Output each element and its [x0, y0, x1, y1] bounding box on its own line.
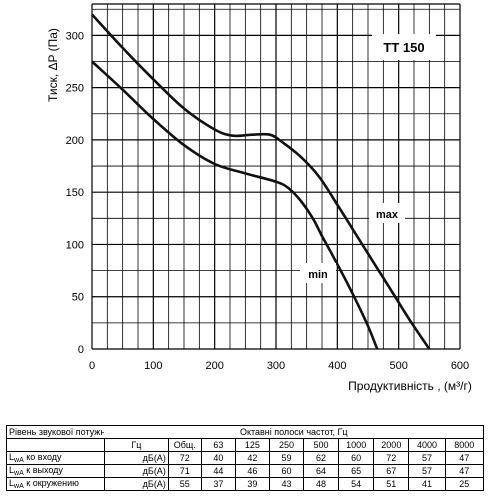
freq-unit: Гц	[103, 438, 169, 452]
freq-header: 63	[200, 438, 236, 452]
value-cell: 60	[338, 451, 375, 465]
octave-bands-title: Октавні полоси частот, Гц	[239, 426, 348, 437]
value-cell: 72	[167, 451, 202, 465]
y-tick-label: 0	[78, 344, 84, 356]
table-row: LwA ко входу дБ(А) 72 40 42 59 62 60 72 57 47	[6, 451, 485, 465]
table-row-label: Рівень звукової потужності	[6, 425, 105, 439]
table-row: LwA к окружению дБ(А) 55 37 39 43 48 54 51 41 25	[6, 477, 485, 491]
sound-power-table: Рівень звукової потужності Октавні полос…	[6, 425, 485, 491]
row-label: LwA к окружению	[6, 477, 105, 491]
value-cell: 46	[234, 464, 270, 478]
table-header-row-2: Гц Общ. 63 125 250 500 1000 2000 4000 8000	[6, 438, 485, 452]
y-tick-label: 200	[66, 135, 84, 147]
value-cell: 48	[302, 477, 340, 491]
fan-performance-chart: 0 50 100 150 200 250 300 0 100 200 300 400 500 600 T…	[46, 3, 472, 393]
x-tick-label: 500	[389, 360, 407, 372]
value-cell: 43	[268, 477, 305, 491]
x-axis-ticks: 0 100 200 300 400 500 600	[89, 360, 469, 372]
row-label: LwA к выходу	[6, 464, 105, 478]
value-cell: 44	[200, 464, 236, 478]
y-axis-label: Тиск, ΔP (Па)	[46, 28, 60, 102]
curves	[91, 13, 431, 350]
value-cell: 71	[167, 464, 202, 478]
unit-cell: дБ(А)	[103, 451, 169, 465]
x-tick-label: 400	[328, 360, 346, 372]
series-line-min	[91, 60, 379, 350]
x-tick-label: 300	[267, 360, 285, 372]
value-cell: 39	[234, 477, 270, 491]
table-row: LwA к выходу дБ(А) 71 44 46 60 64 65 67 57 47	[6, 464, 485, 478]
value-cell: 54	[338, 477, 375, 491]
x-axis-label: Продуктивність , (м³/г)	[348, 379, 472, 393]
x-tick-label: 200	[205, 360, 223, 372]
x-tick-label: 100	[144, 360, 162, 372]
value-cell: 40	[200, 451, 236, 465]
y-tick-label: 250	[66, 83, 84, 95]
max-curve-label: max	[376, 209, 399, 221]
freq-header: 500	[302, 438, 340, 452]
unit-cell: дБ(А)	[103, 464, 169, 478]
x-tick-label: 0	[89, 360, 95, 372]
empty-cell	[6, 438, 105, 452]
value-cell: 37	[200, 477, 236, 491]
value-cell: 60	[268, 464, 305, 478]
value-cell: 51	[373, 477, 410, 491]
freq-header: 250	[268, 438, 305, 452]
value-cell: 65	[338, 464, 375, 478]
value-cell: 25	[444, 477, 485, 491]
y-tick-label: 50	[72, 292, 84, 304]
total-label: Общ.	[167, 438, 202, 452]
freq-header: 1000	[338, 438, 375, 452]
freq-header: 4000	[408, 438, 446, 452]
value-cell: 67	[373, 464, 410, 478]
y-tick-label: 150	[66, 187, 84, 199]
freq-header: 125	[234, 438, 270, 452]
y-tick-label: 100	[66, 239, 84, 251]
chart-title: TT 150	[383, 40, 424, 55]
table-header-title: Октавні полоси частот, Гц	[104, 425, 485, 439]
series-line-max	[91, 13, 431, 350]
y-axis-ticks: 0 50 100 150 200 250 300	[66, 30, 84, 356]
max-label-box	[369, 203, 405, 223]
value-cell: 59	[268, 451, 305, 465]
row-label: LwA ко входу	[6, 451, 105, 465]
value-cell: 57	[408, 451, 446, 465]
table-header-row-1: Рівень звукової потужності Октавні полос…	[6, 425, 485, 439]
value-cell: 47	[444, 451, 485, 465]
freq-header: 8000	[444, 438, 485, 452]
y-tick-label: 300	[66, 30, 84, 42]
unit-cell: дБ(А)	[103, 477, 169, 491]
value-cell: 72	[373, 451, 410, 465]
value-cell: 42	[234, 451, 270, 465]
min-curve-label: min	[308, 269, 328, 281]
value-cell: 47	[444, 464, 485, 478]
min-label-box	[300, 263, 336, 283]
value-cell: 57	[408, 464, 446, 478]
value-cell: 64	[302, 464, 340, 478]
value-cell: 62	[302, 451, 340, 465]
value-cell: 55	[167, 477, 202, 491]
x-tick-label: 600	[451, 360, 469, 372]
value-cell: 41	[408, 477, 446, 491]
model-label-box	[372, 34, 436, 60]
freq-header: 2000	[373, 438, 410, 452]
